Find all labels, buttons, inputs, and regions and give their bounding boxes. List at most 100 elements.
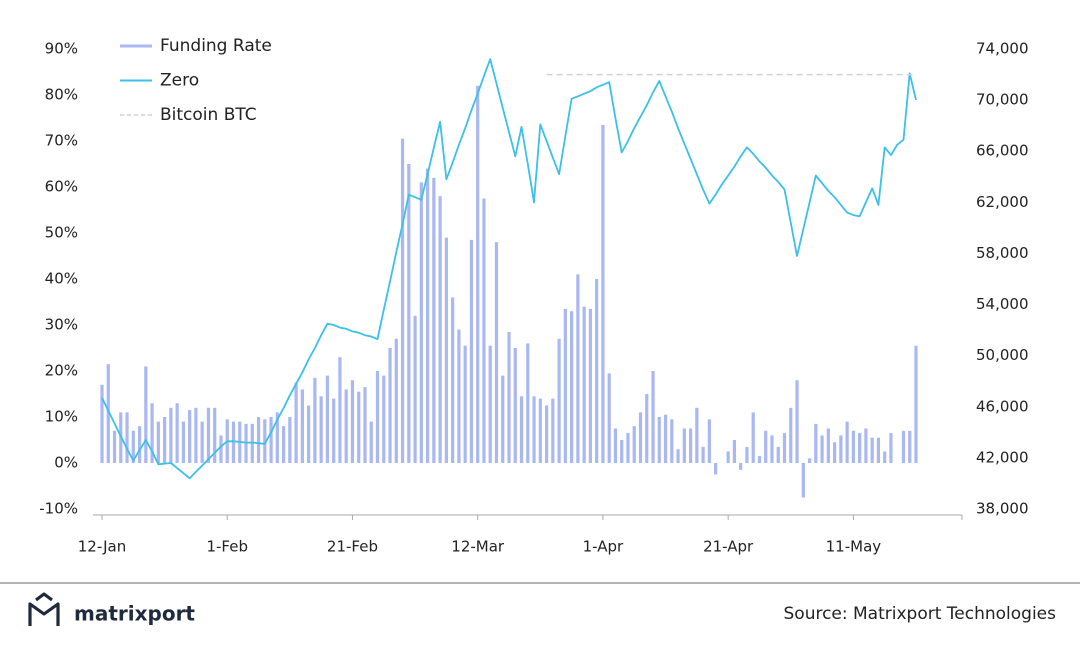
bar [632,426,636,463]
bar [137,426,142,463]
bar [613,428,618,463]
bar [375,371,380,463]
bar [782,433,787,463]
bar [908,430,912,463]
bar [714,463,718,475]
y-tick-label: 20% [45,362,78,380]
price-line [101,58,917,480]
bar [889,433,893,463]
bar [269,417,273,463]
bar [131,430,135,463]
bar [519,396,524,463]
bar [288,417,292,463]
y-tick-label: 10% [45,408,78,426]
bar [858,433,862,463]
legend-label: Zero [160,71,199,91]
y-tick-label: 80% [45,86,78,104]
bar [576,274,580,463]
x-tick-label: 21-Apr [703,538,754,556]
bar [851,430,855,463]
bar [732,440,737,463]
bar [707,419,711,463]
y-tick-label: 40% [45,270,78,288]
y-tick-label: 70% [45,132,78,150]
bar [570,311,574,463]
bar [106,364,110,463]
bar [551,398,555,463]
x-tick-label: 1-Feb [206,538,248,556]
bar [181,421,185,463]
bar [695,407,699,463]
bar [313,377,317,463]
bar [638,412,643,463]
bar [469,239,474,463]
bar [432,177,436,464]
y2-tick-label: 58,000 [976,244,1029,262]
bar [444,237,448,463]
bar [231,421,236,463]
bar [538,398,542,463]
bar [663,414,668,463]
bar [163,417,167,463]
bar [751,412,755,463]
bar [281,426,286,463]
bar [764,430,768,463]
bar [745,446,749,463]
bar [463,345,467,463]
bar [757,456,762,463]
bar [419,182,423,463]
bar [200,421,204,463]
bar [219,435,223,463]
bar [501,375,505,463]
logo-icon [28,592,60,626]
x-tick-label: 1-Apr [583,538,624,556]
bar [739,463,743,470]
bar [332,398,336,463]
bar [150,403,154,463]
bar [338,357,342,463]
bar [488,345,492,463]
bar [494,242,499,463]
bar [814,423,818,463]
bar [507,331,511,463]
bar [144,366,148,463]
bar [901,430,906,463]
bar [870,437,874,463]
y2-tick-label: 42,000 [976,448,1029,466]
bar [595,279,599,463]
bar [350,380,355,463]
bar [807,458,812,463]
x-tick-label: 12-Mar [451,538,505,556]
bar [451,297,455,463]
bar [544,405,549,463]
y2-tick-label: 70,000 [976,91,1029,109]
bar [407,164,411,463]
bar [645,394,649,463]
bar [188,410,192,463]
bar [557,338,561,463]
y2-tick-label: 50,000 [976,346,1029,364]
bar [363,387,367,463]
y2-tick-label: 46,000 [976,397,1029,415]
bar [300,389,304,463]
bar [620,440,624,463]
legend-label: Funding Rate [160,36,272,56]
y-tick-label: 0% [54,454,78,472]
bar [670,419,674,463]
x-tick-label: 21-Feb [327,538,378,556]
bar [400,138,405,463]
bar [307,405,311,463]
bar [482,198,486,463]
bar [438,196,442,463]
bar [413,315,417,463]
bar [388,348,392,463]
bar [206,407,211,463]
bar [476,85,480,464]
bar [194,407,198,463]
bar [864,428,868,463]
logo-text: matrixport [74,602,195,626]
bar [826,428,830,463]
y2-tick-label: 38,000 [976,500,1029,518]
y2-tick-label: 66,000 [976,142,1029,160]
